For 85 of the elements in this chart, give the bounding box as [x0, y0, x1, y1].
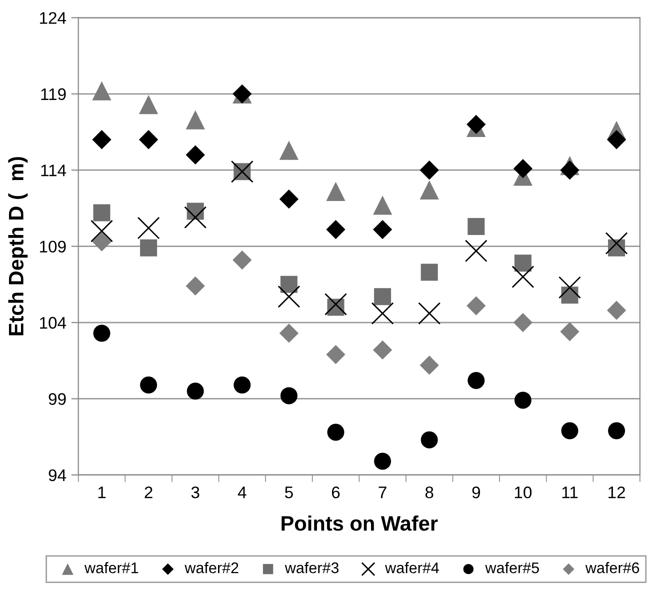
- point: [371, 302, 394, 325]
- point: [372, 220, 392, 240]
- y-tick-label: 119: [41, 88, 66, 100]
- point: [186, 145, 205, 164]
- point: [420, 356, 439, 375]
- x-tick-label: 12: [608, 486, 625, 498]
- point: [513, 312, 533, 332]
- x-axis-title: Points on Wafer: [282, 515, 438, 531]
- y-tick-label: 94: [48, 469, 66, 482]
- point: [93, 324, 110, 342]
- point: [279, 140, 299, 160]
- x-tick-label: 8: [425, 486, 434, 498]
- point: [186, 276, 205, 296]
- point: [558, 276, 581, 299]
- point: [418, 302, 441, 325]
- legend-label: wafer#4: [385, 562, 439, 574]
- x-tick-label: 1: [98, 486, 106, 498]
- point: [92, 232, 112, 252]
- x-tick-label: 10: [514, 486, 532, 498]
- point: [512, 266, 534, 288]
- y-tick-label: 104: [40, 316, 66, 329]
- point: [420, 180, 439, 200]
- y-tick-label: 109: [40, 240, 66, 253]
- point: [280, 276, 298, 293]
- point: [420, 160, 439, 180]
- point: [608, 422, 626, 440]
- point: [326, 344, 346, 364]
- y-axis-title: Etch Depth D ( m): [8, 157, 28, 336]
- point: [137, 216, 160, 240]
- point: [184, 206, 207, 229]
- point: [466, 114, 486, 134]
- point: [326, 220, 346, 240]
- point: [186, 382, 204, 400]
- point: [186, 110, 205, 130]
- x-tick-label: 7: [378, 486, 386, 498]
- point: [138, 95, 158, 114]
- x-tick-label: 5: [284, 486, 293, 498]
- legend-label: wafer#1: [84, 562, 138, 574]
- x-tick-label: 2: [144, 486, 152, 498]
- point: [280, 387, 298, 404]
- y-tick-label: 114: [41, 164, 66, 176]
- y-tick-label: 124: [40, 12, 66, 24]
- point: [514, 254, 532, 272]
- point: [420, 264, 438, 281]
- legend-label: wafer#5: [485, 562, 539, 574]
- point: [374, 452, 392, 470]
- x-tick-label: 11: [562, 486, 578, 498]
- x-tick-label: 9: [472, 486, 480, 498]
- point: [140, 376, 158, 394]
- point: [279, 190, 299, 209]
- point: [327, 424, 344, 441]
- point: [92, 130, 112, 150]
- point: [514, 392, 532, 409]
- point: [93, 204, 110, 222]
- point: [232, 250, 252, 270]
- point: [326, 182, 346, 202]
- point: [468, 218, 485, 236]
- point: [464, 240, 488, 262]
- point: [279, 324, 299, 343]
- point: [138, 130, 158, 150]
- point: [374, 288, 392, 306]
- point: [420, 431, 438, 448]
- point: [605, 232, 628, 255]
- point: [513, 159, 533, 178]
- point: [324, 293, 347, 316]
- point: [561, 422, 578, 440]
- point: [92, 81, 112, 100]
- x-tick-label: 3: [191, 486, 200, 498]
- point: [606, 130, 626, 150]
- legend-label: wafer#2: [184, 562, 238, 574]
- point: [560, 160, 580, 180]
- point: [466, 296, 486, 316]
- x-tick-label: 6: [332, 486, 340, 498]
- point: [468, 372, 485, 389]
- legend-label: wafer#6: [585, 562, 640, 574]
- point: [372, 340, 392, 360]
- point: [278, 285, 300, 308]
- point: [560, 322, 580, 342]
- point: [606, 300, 626, 320]
- point: [234, 376, 251, 394]
- point: [372, 196, 392, 215]
- y-tick-label: 99: [48, 393, 66, 405]
- legend-label: wafer#3: [284, 562, 339, 574]
- point: [140, 239, 158, 256]
- x-tick-label: 4: [238, 486, 246, 498]
